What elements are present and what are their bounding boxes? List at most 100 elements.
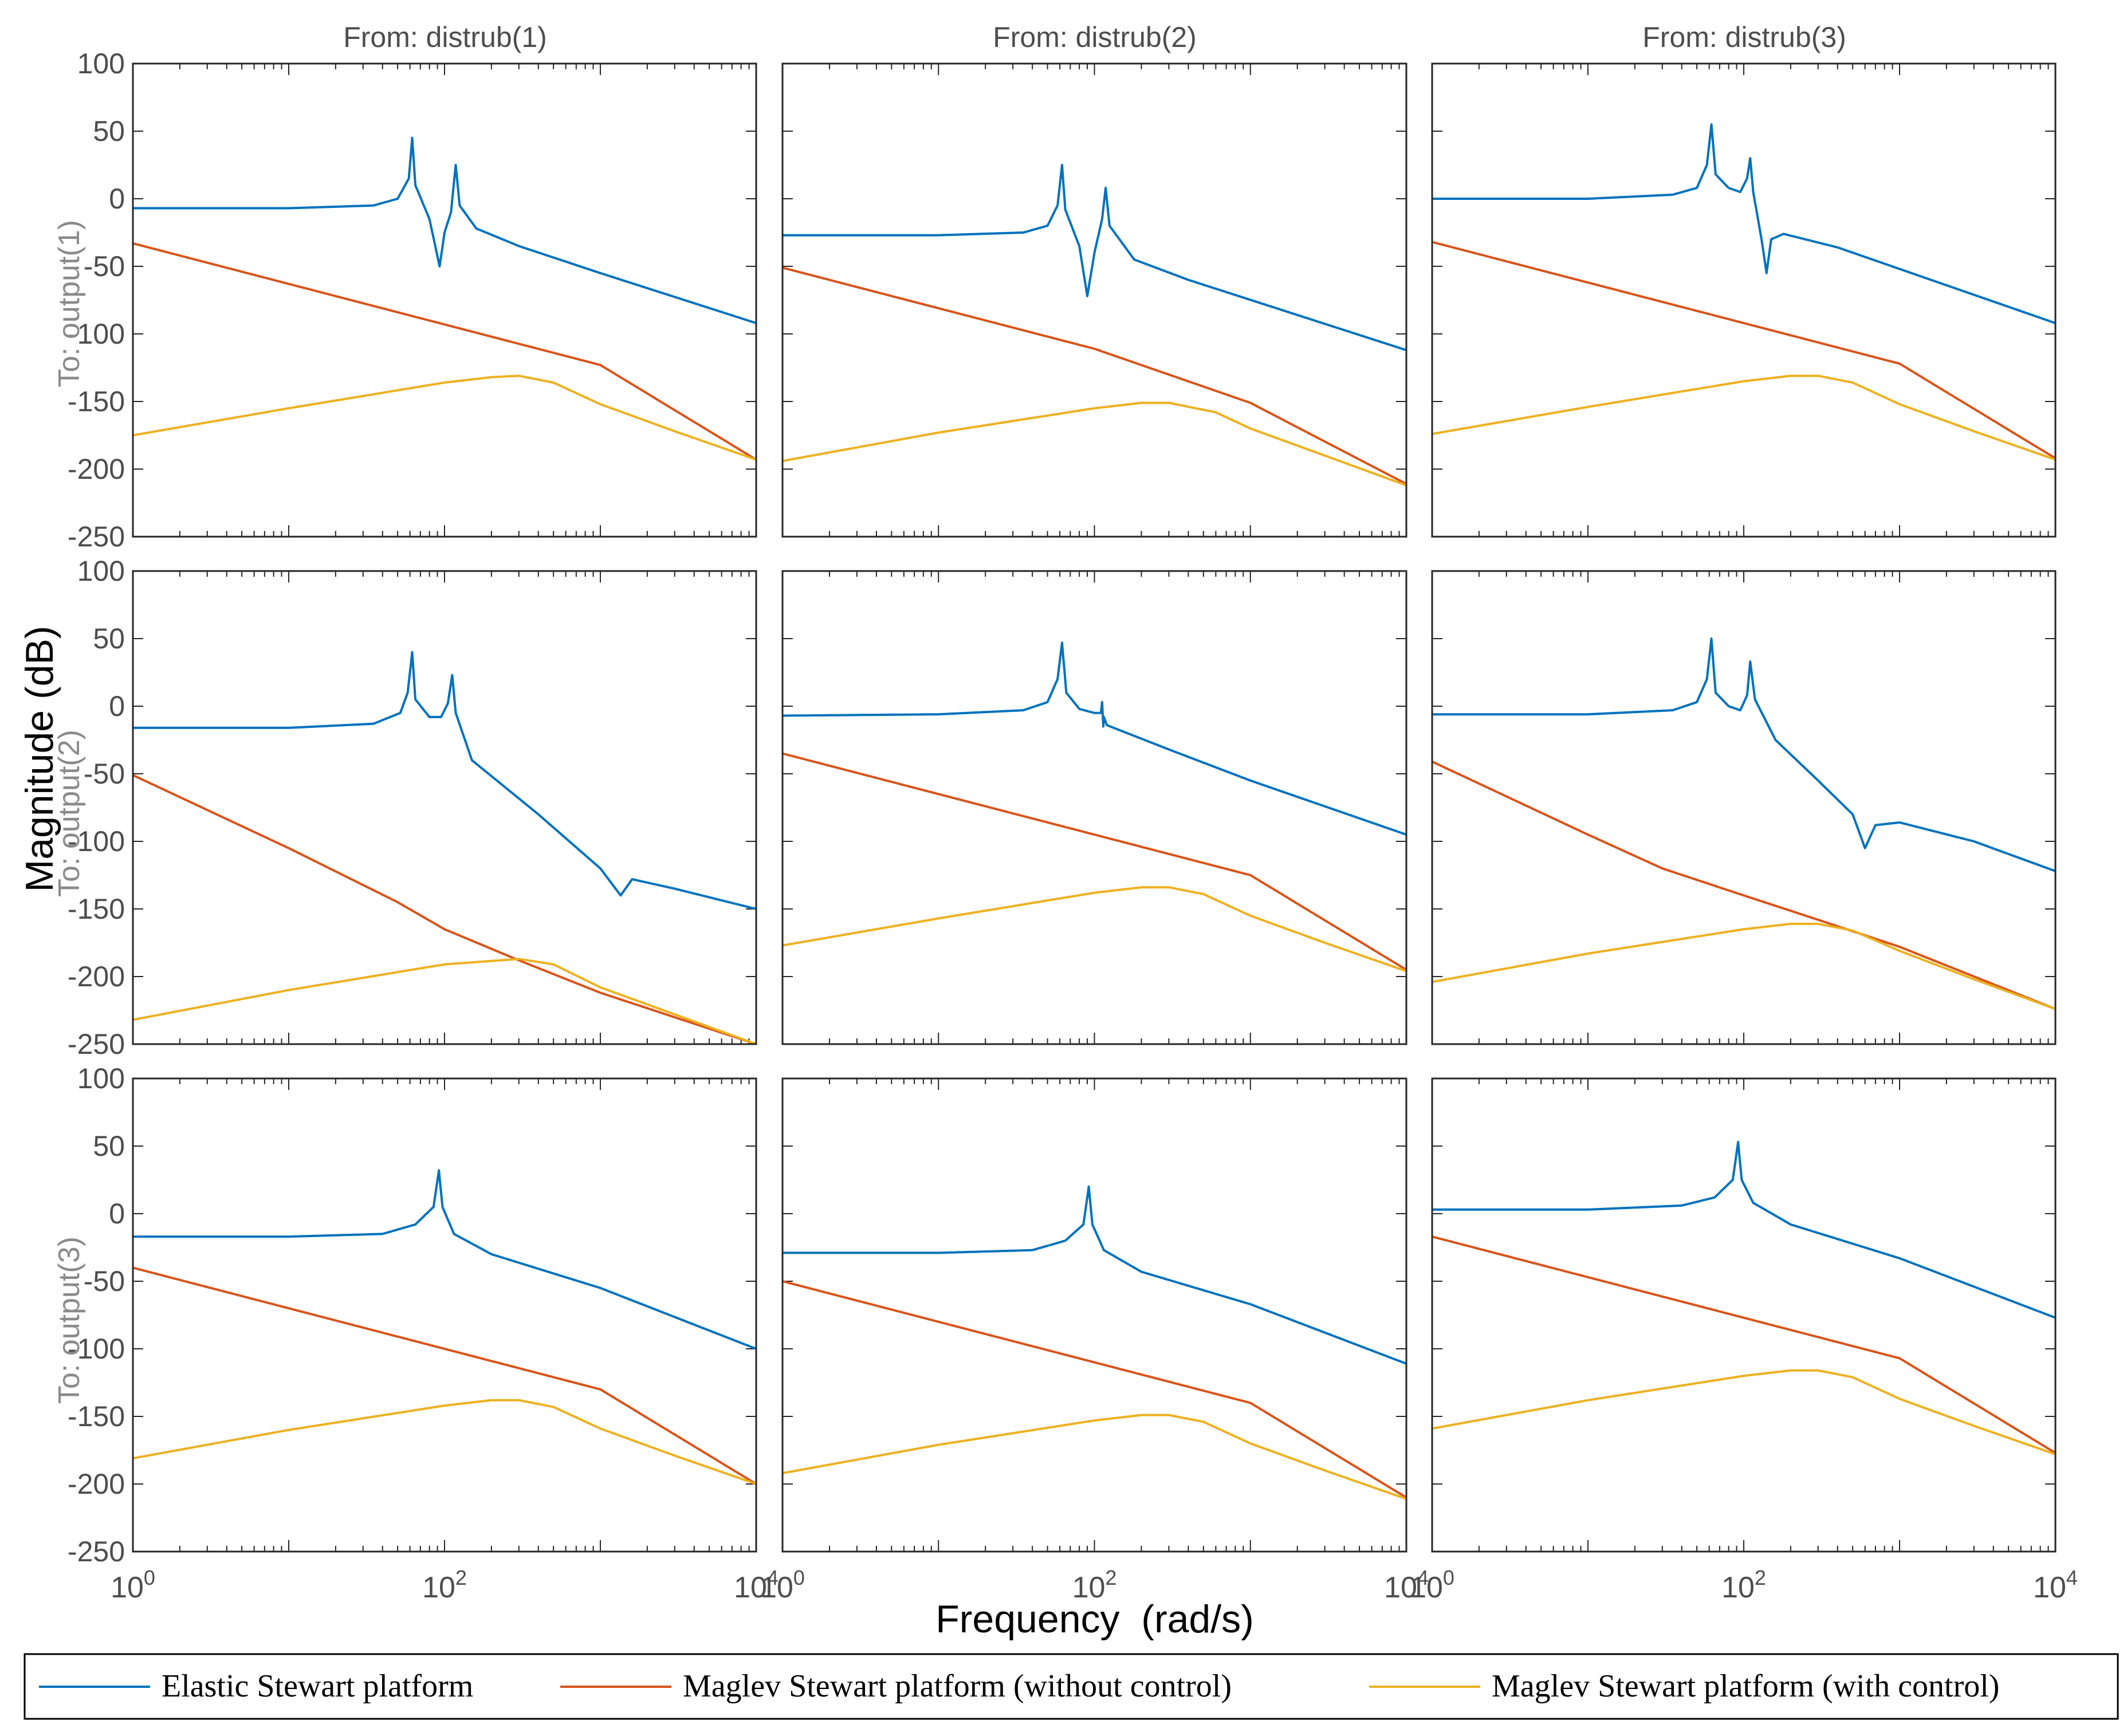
- x-axis-label: Frequency (rad/s): [935, 1597, 1254, 1641]
- plot-area-r2c3: [1432, 571, 2055, 1044]
- series-line-3: [1432, 923, 2055, 1010]
- series-line-2: [1432, 241, 2055, 459]
- x-tick-label: 100: [1410, 1566, 1454, 1604]
- y-tick-label: -150: [68, 1400, 125, 1432]
- subplot-r1c3: [1431, 62, 2057, 538]
- subplot-r1c1: 100 50 0 -50 -100 -150 -200 -250: [68, 48, 757, 553]
- y-tick-label: -100: [68, 318, 125, 350]
- y-tick-label: 50: [93, 115, 125, 147]
- y-tick-label: -200: [68, 960, 125, 993]
- plot-frame-r2c3: [1431, 570, 2057, 1045]
- y-tick-label: 50: [93, 623, 125, 655]
- plot-frame-r2c2: [781, 570, 1407, 1045]
- series-line-2: [133, 774, 756, 1044]
- series-line-1: [783, 164, 1406, 352]
- plot-frame-r3c3: [1431, 1077, 2057, 1553]
- plot-frame-r1c3: [1431, 62, 2057, 538]
- plot-frame-r1c1: [132, 62, 757, 538]
- x-tick-label: 102: [1721, 1566, 1766, 1604]
- series-line-3: [133, 958, 756, 1044]
- curves-r2c1: [133, 651, 756, 1044]
- series-line-3: [783, 1414, 1406, 1500]
- series-line-2: [783, 752, 1406, 971]
- x-tick-label: 104: [1384, 1566, 1429, 1604]
- y-tick-label: 100: [77, 555, 125, 587]
- y-tick-label: -100: [68, 1333, 125, 1365]
- curves-r1c2: [783, 164, 1406, 487]
- subplot-r2c2: [781, 570, 1407, 1045]
- x-tick-label: 104: [2033, 1566, 2078, 1604]
- x-tick-label: 100: [111, 1566, 155, 1604]
- y-tick-label: -200: [68, 1468, 125, 1500]
- curves-r3c1: [133, 1169, 756, 1485]
- plot-frame-r2c1: [132, 570, 757, 1045]
- y-tick-label: -250: [68, 521, 125, 553]
- subplot-grid: 100500-50-100-150-200-250100500-50-100-1…: [68, 48, 2078, 1604]
- curves-r3c3: [1432, 1140, 2055, 1455]
- y-axis-label: Magnitude (dB): [18, 626, 61, 892]
- series-line-1: [1432, 1140, 2055, 1319]
- y-tick-label: 0: [109, 1198, 125, 1230]
- y-tick-label: -150: [68, 893, 125, 925]
- y-tick-label: -100: [68, 825, 125, 857]
- plot-area-r2c2: [783, 571, 1406, 1044]
- column-title-1: From: distrub(1): [343, 21, 547, 53]
- legend-label-maglev-control: Maglev Stewart platform (with control): [1492, 1668, 1999, 1704]
- y-tick-label: 0: [109, 690, 125, 722]
- y-tick-label: -50: [84, 1265, 125, 1297]
- row-label-1: To: output(1): [53, 220, 86, 387]
- series-line-2: [133, 1266, 756, 1485]
- series-line-1: [1432, 123, 2055, 324]
- legend-box: [23, 1653, 2119, 1720]
- subplot-r3c3: 100 102 104: [1410, 1077, 2078, 1604]
- y-tick-label: 50: [93, 1130, 125, 1162]
- series-line-2: [133, 242, 756, 461]
- y-tick-label: -50: [84, 758, 125, 790]
- plot-frame-r3c1: [132, 1077, 757, 1553]
- plot-area-r3c2: [783, 1078, 1406, 1552]
- series-line-3: [783, 886, 1406, 973]
- series-line-2: [783, 1280, 1406, 1499]
- plot-frame-r3c2: [781, 1077, 1407, 1553]
- y-tick-label: -250: [68, 1536, 125, 1568]
- series-line-1: [1432, 637, 2055, 872]
- series-line-1: [133, 136, 756, 324]
- x-tick-label: 104: [734, 1566, 779, 1604]
- series-line-1: [133, 651, 756, 910]
- subplot-r2c1: 100 50 0 -50 -100 -150 -200 -250: [68, 555, 757, 1060]
- plot-area-r3c3: [1432, 1078, 2055, 1552]
- curves-r3c2: [783, 1185, 1406, 1500]
- series-line-2: [783, 266, 1406, 485]
- plot-area-r2c1: [133, 571, 756, 1044]
- row-label-2: To: output(2): [53, 730, 86, 897]
- subplot-r2c3: [1431, 570, 2057, 1045]
- subplot-r3c2: 100 102 104: [760, 1077, 1429, 1604]
- series-line-2: [1432, 760, 2055, 1010]
- plot-area-r1c2: [783, 64, 1406, 537]
- legend-label-elastic: Elastic Stewart platform: [162, 1668, 473, 1704]
- series-line-3: [133, 1399, 756, 1485]
- y-tick-label: 100: [77, 1062, 125, 1095]
- series-line-1: [783, 1185, 1406, 1365]
- x-tick-label: 100: [760, 1566, 805, 1604]
- series-line-2: [1432, 1235, 2055, 1454]
- curves-r2c2: [783, 641, 1406, 973]
- series-line-1: [783, 641, 1406, 836]
- y-tick-label: -50: [84, 250, 125, 282]
- curves-r1c3: [1432, 123, 2055, 461]
- curves-r1c1: [133, 136, 756, 461]
- x-tick-label: 102: [1072, 1566, 1117, 1604]
- curves-r2c3: [1432, 637, 2055, 1010]
- legend-label-maglev-no-control: Maglev Stewart platform (without control…: [683, 1668, 1232, 1704]
- plot-area-r1c1: [133, 64, 756, 537]
- y-tick-label: -200: [68, 453, 125, 485]
- plot-frame-r1c2: [781, 62, 1407, 538]
- series-line-1: [133, 1169, 756, 1350]
- column-title-3: From: distrub(3): [1642, 21, 1846, 53]
- subplot-r1c2: [781, 62, 1407, 538]
- plot-area-r1c3: [1432, 64, 2055, 537]
- row-label-3: To: output(3): [53, 1237, 86, 1404]
- legend: Elastic Stewart platform Maglev Stewart …: [23, 1653, 2119, 1720]
